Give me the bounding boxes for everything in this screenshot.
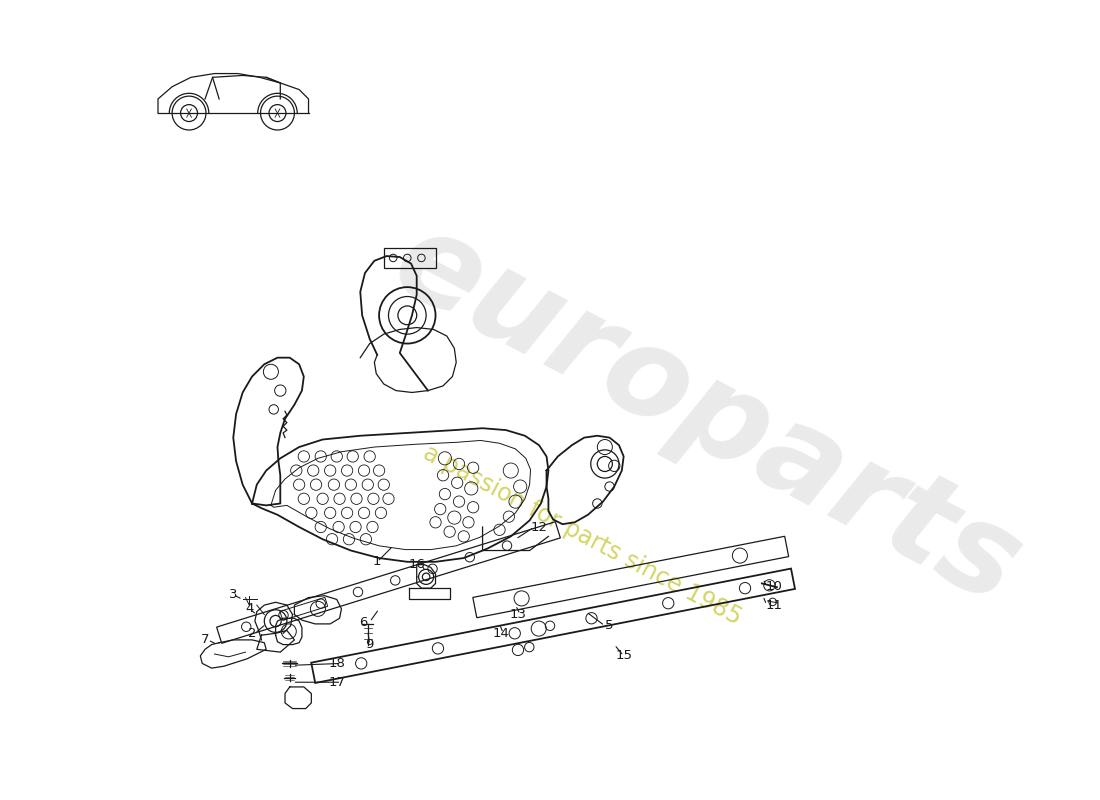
Text: 17: 17 [328, 676, 345, 689]
Text: 7: 7 [201, 634, 209, 646]
Text: 13: 13 [509, 608, 527, 621]
Text: 9: 9 [365, 638, 374, 651]
Text: europarts: europarts [373, 199, 1040, 630]
Bar [280, 598, 328, 620]
Text: 4: 4 [245, 602, 253, 615]
Text: 10: 10 [766, 580, 782, 593]
Text: a passion for parts since 1985: a passion for parts since 1985 [419, 441, 746, 630]
Text: 11: 11 [766, 598, 783, 611]
Text: 3: 3 [229, 588, 238, 602]
Text: 6: 6 [359, 615, 367, 629]
Text: 5: 5 [605, 619, 614, 632]
Bar [384, 247, 436, 268]
Text: 18: 18 [328, 657, 345, 670]
Text: 2: 2 [248, 627, 256, 640]
Text: 1: 1 [373, 555, 382, 568]
Text: 14: 14 [493, 627, 509, 640]
Text: 16: 16 [408, 558, 425, 571]
Text: 12: 12 [530, 521, 548, 534]
Text: 15: 15 [615, 650, 632, 662]
